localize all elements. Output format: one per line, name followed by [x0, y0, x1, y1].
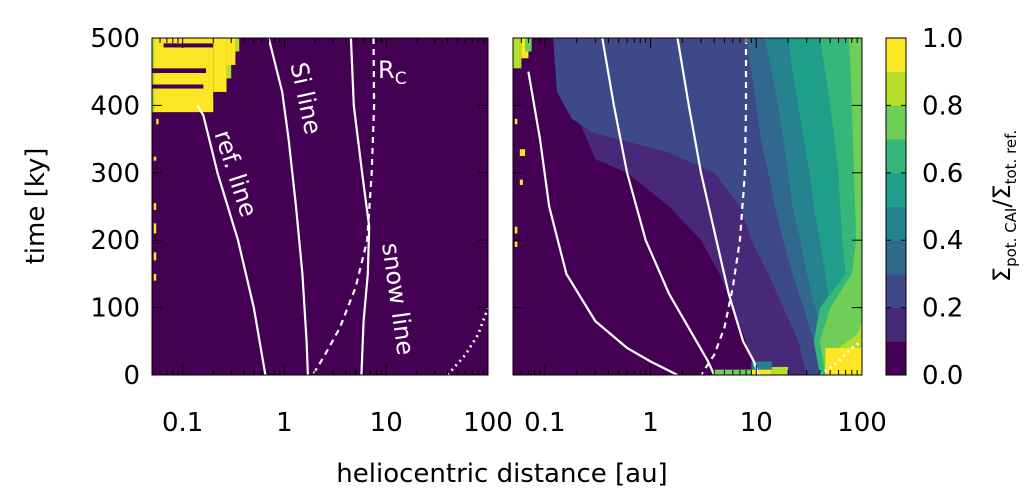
heatmap-cell [226, 64, 232, 79]
colorbar-title: Σpot. CAI/Σtot. ref. [988, 130, 1020, 282]
panel-right [512, 37, 863, 376]
heatmap-cell [156, 118, 159, 125]
heatmap-cell [751, 361, 772, 370]
colorbar-segment [886, 38, 906, 73]
heatmap-cell [153, 203, 157, 210]
y-tick-label: 200 [90, 226, 140, 256]
colorbar-segments [886, 38, 906, 376]
x-tick-label: 10 [740, 408, 773, 438]
y-tick-label: 500 [90, 24, 140, 54]
colorbar-tick-label: 0.4 [922, 226, 963, 256]
colorbar-segment [886, 105, 906, 140]
colorbar-tick-label: 0.2 [922, 294, 963, 324]
colorbar-segment [886, 206, 906, 241]
si-line-curve [267, 38, 309, 375]
contour-curve [446, 307, 488, 375]
y-axis-title: time [ky] [21, 148, 51, 265]
heatmap-cell [514, 118, 518, 125]
heatmap-cell [514, 226, 518, 234]
heatmap-cell [226, 38, 236, 65]
left-boundary-lines [196, 38, 488, 375]
contour-curve [527, 71, 678, 375]
y-tick-label: 100 [90, 294, 140, 324]
heatmap-cell [519, 149, 526, 156]
contour-curve [700, 38, 748, 375]
x-tick-label: 100 [837, 408, 887, 438]
snow-line-curve [349, 38, 371, 375]
x-tick-label: 0.1 [162, 408, 203, 438]
colorbar-segment [886, 172, 906, 207]
colorbar-segment [886, 341, 906, 376]
y-tick-label: 300 [90, 159, 140, 189]
contour-curve [601, 38, 716, 375]
right-axis-ticks [512, 37, 863, 376]
heatmap-cell [152, 68, 207, 74]
heatmap-cell [521, 38, 529, 59]
y-tick-label: 0 [123, 361, 140, 391]
x-axis-title: heliocentric distance [au] [336, 459, 667, 489]
colorbar-frame [885, 37, 907, 376]
contour-curve [819, 340, 862, 375]
x-tick-label: 1 [642, 408, 659, 438]
r-curve [311, 38, 376, 375]
heatmap-cell [153, 273, 157, 281]
heatmap-cell [519, 179, 523, 185]
heatmap-cell [153, 223, 157, 234]
heatmap-cell [163, 43, 214, 48]
x-tick-label: 0.1 [524, 408, 565, 438]
heatmap-region [819, 38, 862, 375]
heatmap-cell [513, 38, 522, 69]
heatmap-cell [153, 156, 157, 161]
colorbar-tick-label: 0.6 [922, 159, 963, 189]
heatmap-cell [213, 93, 254, 99]
colorbar-segment [886, 71, 906, 106]
y-tick-labels: 0 100 200 300 400 500 [90, 24, 140, 391]
heatmap-cell [771, 366, 789, 375]
colorbar-tick-label: 1.0 [922, 24, 963, 54]
contour-curve [676, 38, 760, 375]
colorbar: 0.0 0.2 0.4 0.6 0.8 1.0 Σpot. CAI/Σtot. ref. [885, 24, 1020, 391]
heatmap-cell [751, 369, 772, 375]
heatmap-cell [152, 38, 155, 113]
x-tick-label: 100 [463, 408, 513, 438]
ref-line-curve [196, 104, 267, 375]
colorbar-segment [886, 240, 906, 275]
right-panel-frame [512, 37, 863, 376]
heatmap-cell [235, 38, 240, 52]
left-panel-frame [151, 37, 489, 376]
heatmap-cell [825, 348, 862, 375]
heatmap-cell [152, 84, 204, 89]
heatmap-cell [153, 252, 157, 261]
colorbar-ticks: 0.0 0.2 0.4 0.6 0.8 1.0 [886, 24, 963, 391]
heatmap-cell [514, 241, 518, 247]
colorbar-tick-label: 0.0 [922, 361, 963, 391]
right-heatmap-regions [553, 38, 862, 375]
colorbar-segment [886, 273, 906, 309]
rc-line-label: RC [378, 56, 407, 89]
heatmap-cell [152, 38, 214, 113]
heatmap-cell [213, 38, 227, 92]
x-tick-labels: 0.1 1 10 100 0.1 1 10 100 [162, 408, 887, 438]
x-tick-label: 1 [276, 408, 293, 438]
colorbar-tick-label: 0.8 [922, 91, 963, 121]
right-boundary-lines [527, 38, 862, 375]
colorbar-segment [886, 139, 906, 174]
left-heatmap-cells [152, 38, 254, 281]
x-tick-label: 10 [370, 408, 403, 438]
y-tick-label: 400 [90, 91, 140, 121]
left-axis-ticks [151, 37, 489, 376]
heatmap-cell [525, 38, 532, 52]
colorbar-segment [886, 307, 906, 342]
